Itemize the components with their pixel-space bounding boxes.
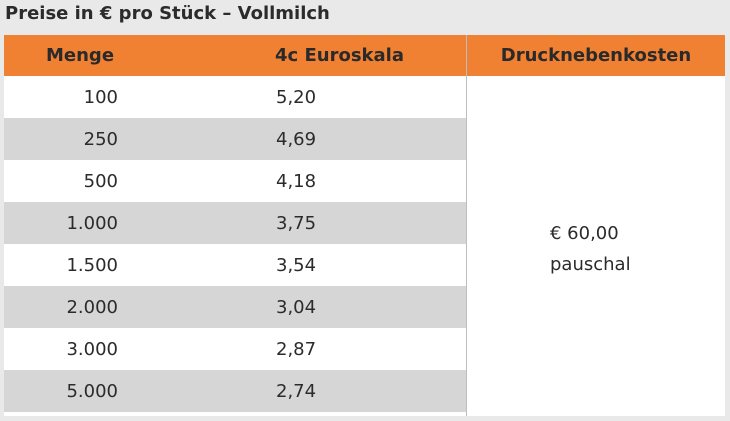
cell-menge: 100 bbox=[83, 86, 118, 108]
column-divider bbox=[466, 35, 467, 416]
cell-menge: 5.000 bbox=[66, 380, 118, 402]
cell-preis: 2,74 bbox=[276, 380, 317, 402]
table-row: 5.000 2,74 bbox=[4, 370, 466, 412]
nebenkosten-betrag: € 60,00 bbox=[550, 223, 619, 244]
header-drucknebenkosten: Drucknebenkosten bbox=[467, 35, 725, 76]
cell-preis: 5,20 bbox=[276, 86, 317, 108]
table-row: 3.000 2,87 bbox=[4, 328, 466, 370]
table-row: 1.000 3,75 bbox=[4, 202, 466, 244]
cell-preis: 3,04 bbox=[276, 296, 317, 318]
cell-menge: 1.500 bbox=[66, 254, 118, 276]
table-row: 2.000 3,04 bbox=[4, 286, 466, 328]
header-left: Menge 4c Euroskala bbox=[4, 35, 466, 76]
table-title: Preise in € pro Stück – Vollmilch bbox=[5, 3, 330, 24]
cell-preis: 3,75 bbox=[276, 212, 317, 234]
cell-menge: 250 bbox=[83, 128, 118, 150]
nebenkosten-art: pauschal bbox=[550, 254, 631, 275]
cell-preis: 4,69 bbox=[276, 128, 317, 150]
header-menge: Menge bbox=[46, 45, 115, 66]
price-table: Menge 4c Euroskala Drucknebenkosten 100 … bbox=[4, 35, 725, 416]
table-row: 250 4,69 bbox=[4, 118, 466, 160]
cell-preis: 4,18 bbox=[276, 170, 317, 192]
cell-preis: 3,54 bbox=[276, 254, 317, 276]
cell-menge: 2.000 bbox=[66, 296, 118, 318]
header-euroskala: 4c Euroskala bbox=[275, 45, 404, 66]
table-row: 100 5,20 bbox=[4, 76, 466, 118]
table-row: 1.500 3,54 bbox=[4, 244, 466, 286]
cell-menge: 3.000 bbox=[66, 338, 118, 360]
cell-menge: 500 bbox=[83, 170, 118, 192]
cell-preis: 2,87 bbox=[276, 338, 317, 360]
cell-menge: 1.000 bbox=[66, 212, 118, 234]
nebenkosten-cell: € 60,00 pauschal bbox=[550, 218, 631, 280]
table-row: 500 4,18 bbox=[4, 160, 466, 202]
